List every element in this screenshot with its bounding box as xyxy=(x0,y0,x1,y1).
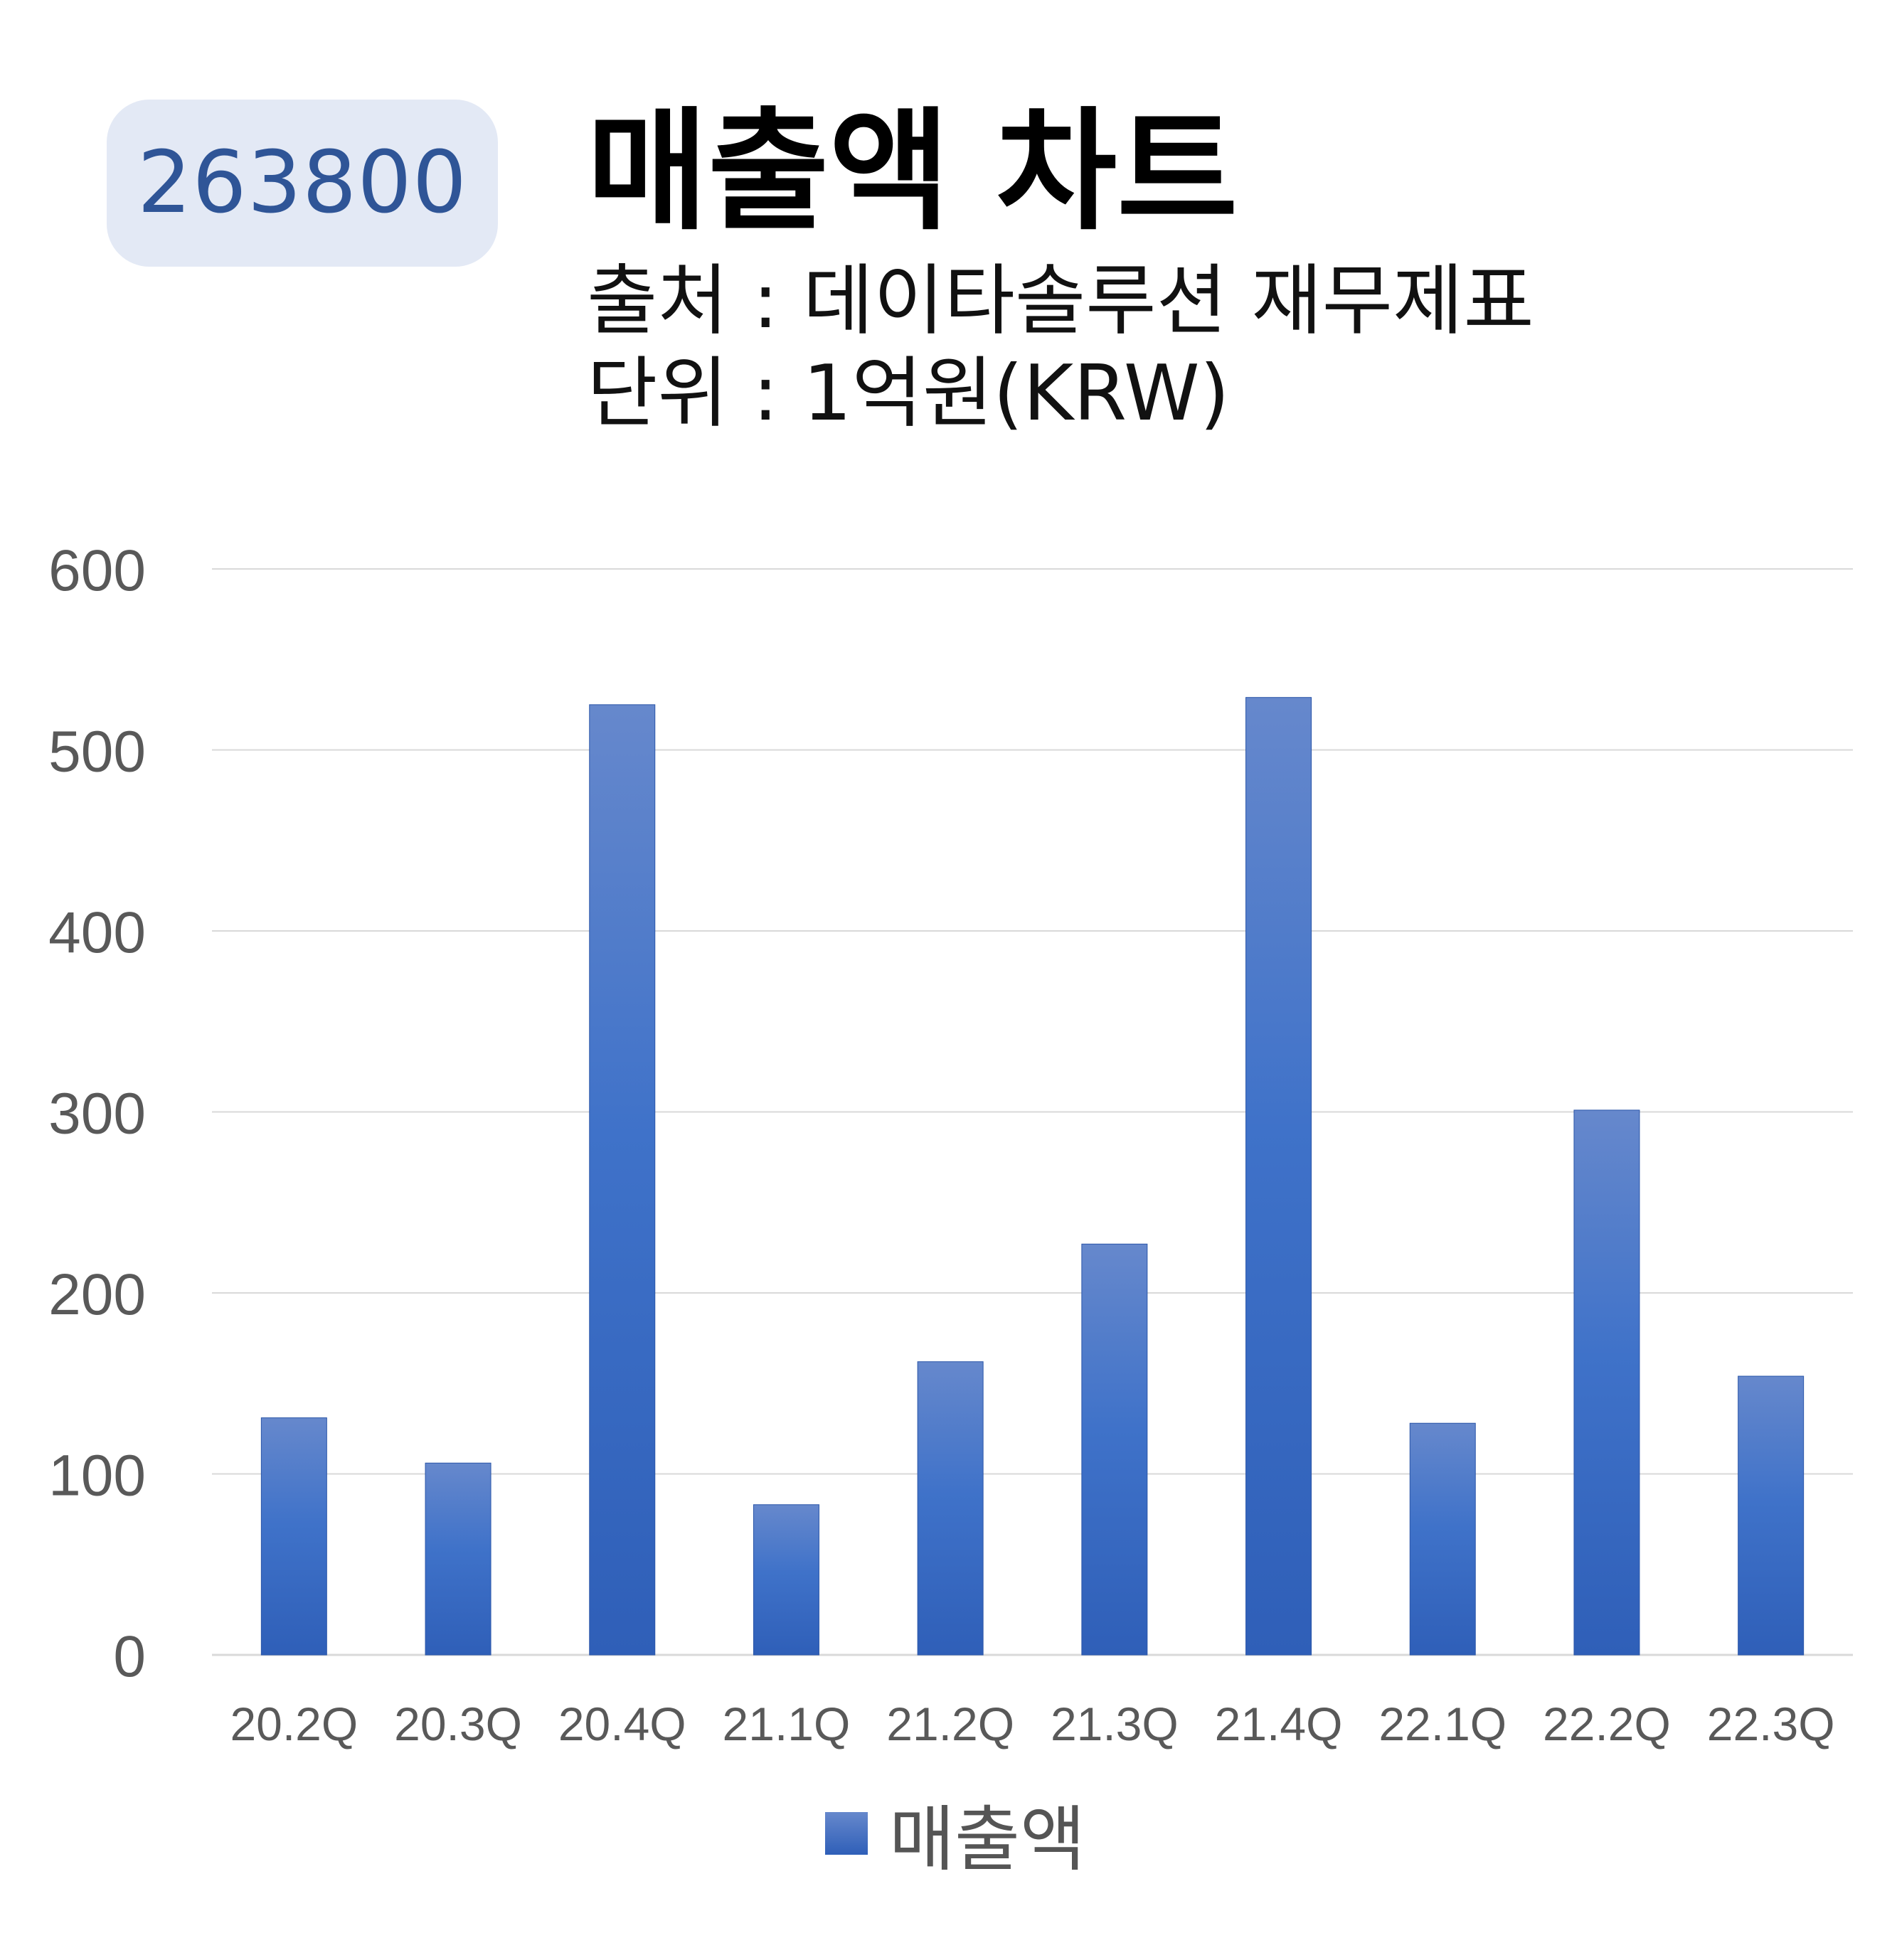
bar-21.2Q xyxy=(917,1361,984,1656)
y-tick-label: 0 xyxy=(113,1624,146,1689)
bar-22.2Q xyxy=(1573,1109,1640,1656)
y-tick-label: 100 xyxy=(48,1444,146,1508)
x-tick-label: 20.4Q xyxy=(558,1698,686,1750)
x-tick-label: 20.2Q xyxy=(230,1698,358,1750)
x-tick-label: 21.1Q xyxy=(723,1698,851,1750)
chart-unit: 단위 : 1억원(KRW) xyxy=(587,349,1230,438)
x-tick-label: 21.4Q xyxy=(1215,1698,1343,1750)
y-tick-label: 600 xyxy=(48,538,146,603)
y-tick-label: 400 xyxy=(48,900,146,965)
chart-source: 출처 : 데이타솔루션 재무제표 xyxy=(587,257,1534,346)
y-tick-label: 300 xyxy=(48,1082,146,1146)
x-axis: 20.2Q 20.3Q 20.4Q 21.1Q 21.2Q 21.3Q 21.4Q 22.1Q… xyxy=(230,1698,1834,1750)
y-axis: 0 100 200 300 400 500 600 xyxy=(48,538,146,1689)
x-tick-label: 21.3Q xyxy=(1051,1698,1179,1750)
y-tick-label: 200 xyxy=(48,1262,146,1327)
bar-22.1Q xyxy=(1409,1422,1476,1656)
bar-20.4Q xyxy=(589,704,656,1656)
chart-title: 매출액 차트 xyxy=(587,95,1238,248)
bar-20.3Q xyxy=(425,1462,491,1656)
legend: 매출액 xyxy=(825,1781,1085,1885)
y-tick-label: 500 xyxy=(48,720,146,784)
x-tick-label: 22.1Q xyxy=(1378,1698,1507,1750)
bar-21.4Q xyxy=(1245,697,1312,1656)
x-tick-label: 21.2Q xyxy=(886,1698,1014,1750)
x-tick-label: 20.3Q xyxy=(394,1698,522,1750)
bar-22.3Q xyxy=(1738,1375,1805,1656)
x-tick-label: 22.2Q xyxy=(1543,1698,1671,1750)
legend-swatch xyxy=(825,1811,868,1855)
bar-20.2Q xyxy=(260,1417,327,1656)
stock-code-badge: 263800 xyxy=(107,100,498,267)
bars xyxy=(260,697,1805,1656)
x-tick-label: 22.3Q xyxy=(1707,1698,1835,1750)
legend-label: 매출액 xyxy=(889,1798,1085,1881)
bar-21.3Q xyxy=(1081,1243,1148,1656)
bar-21.1Q xyxy=(753,1504,819,1656)
stock-code: 263800 xyxy=(137,134,468,233)
